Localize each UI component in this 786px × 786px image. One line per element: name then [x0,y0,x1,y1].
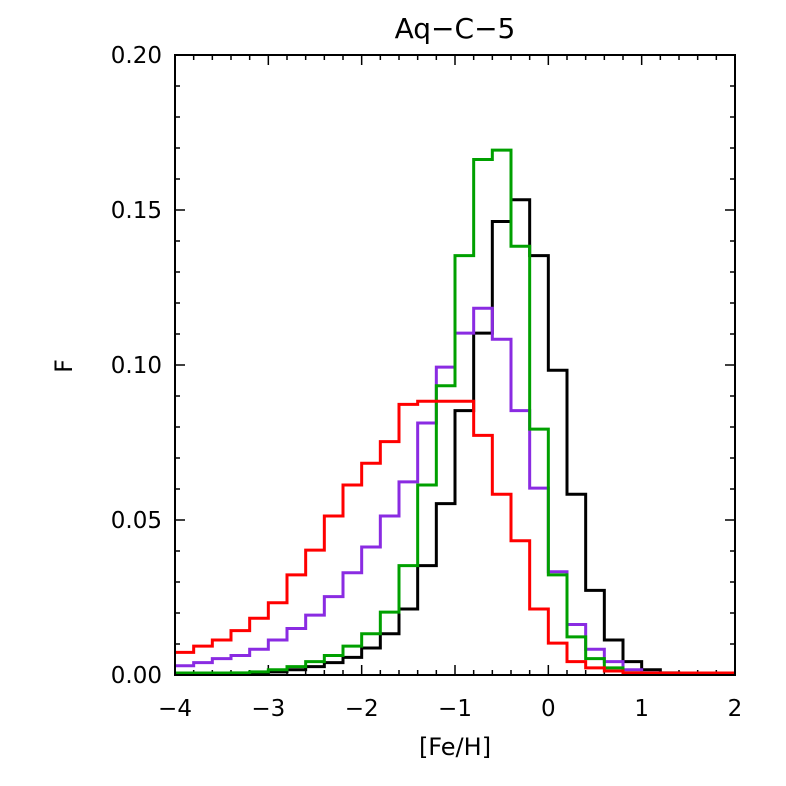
x-tick-label: 0 [541,696,556,722]
series-line-green [175,148,735,675]
series-layer [175,148,735,675]
x-tick-label: −1 [438,696,472,722]
x-tick-label: −3 [251,696,285,722]
chart-title: Aq−C−5 [395,12,516,45]
x-tick-label: 1 [634,696,649,722]
series-red [175,399,735,675]
y-tick-label: 0.05 [111,508,162,534]
x-axis-label: [Fe/H] [419,733,491,761]
series-line-purple [175,306,735,675]
series-line-red [175,399,735,675]
y-axis-label: F [50,359,78,373]
y-tick-label: 0.10 [111,353,162,379]
tick-labels: −4 −3 −2 −1 0 1 2 0.00 0.05 0.10 0.15 0.20 [111,43,743,722]
x-tick-label: 2 [728,696,743,722]
y-tick-label: 0.00 [111,663,162,689]
y-tick-label: 0.20 [111,43,162,69]
series-purple [175,306,735,675]
x-tick-label: −4 [158,696,192,722]
plot-frame [174,54,736,676]
x-tick-label: −2 [345,696,379,722]
series-green [175,148,735,675]
y-tick-label: 0.15 [111,198,162,224]
